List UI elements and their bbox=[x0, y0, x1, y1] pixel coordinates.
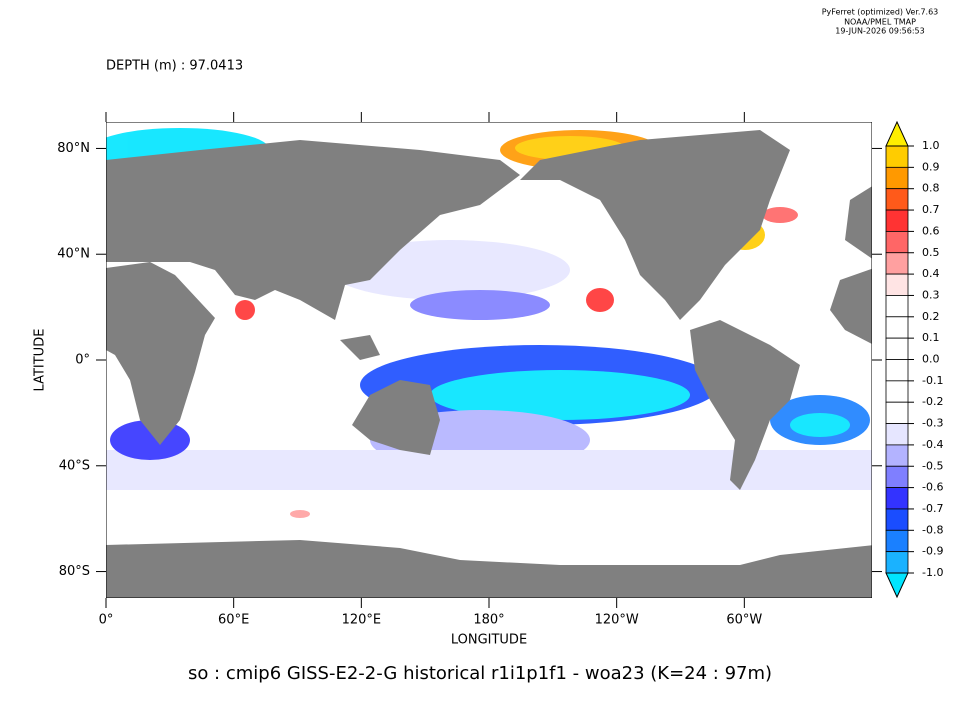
colorbar-label: 0.7 bbox=[922, 203, 940, 216]
timestamp: 19-JUN-2026 09:56:53 bbox=[835, 27, 924, 36]
y-tick-label: 80°N bbox=[57, 141, 90, 156]
colorbar-label: 0.6 bbox=[922, 224, 940, 237]
colorbar-label: 0.9 bbox=[922, 160, 940, 173]
y-tick-label: 0° bbox=[75, 353, 90, 368]
x-tick-label: 60°E bbox=[218, 613, 249, 628]
colorbar-label: 0.1 bbox=[922, 331, 940, 344]
colorbar-label: -0.7 bbox=[922, 502, 943, 515]
x-axis-label: LONGITUDE bbox=[451, 633, 527, 648]
colorbar-bin bbox=[885, 551, 909, 574]
colorbar-bin bbox=[885, 508, 909, 531]
y-axis-label: LATITUDE bbox=[33, 329, 48, 392]
colorbar-label: 0.8 bbox=[922, 182, 940, 195]
colorbar-bin bbox=[885, 337, 909, 360]
colorbar-bin bbox=[885, 145, 909, 168]
x-tick-label: 120°W bbox=[595, 613, 639, 628]
colorbar-label: -0.9 bbox=[922, 545, 943, 558]
program: PyFerret (optimized) Ver.7.63 bbox=[822, 8, 939, 17]
colorbar-bin bbox=[885, 423, 909, 446]
colorbar-bin bbox=[885, 487, 909, 510]
colorbar-label: -0.6 bbox=[922, 481, 943, 494]
colorbar-bin bbox=[885, 529, 909, 553]
colorbar-bin bbox=[885, 230, 909, 254]
x-tick-label: 60°W bbox=[726, 613, 762, 628]
colorbar-label: 0.2 bbox=[922, 310, 940, 323]
colorbar-under bbox=[885, 572, 909, 599]
colorbar-label: -0.8 bbox=[922, 523, 943, 536]
colorbar-label: 0.4 bbox=[922, 267, 940, 280]
colorbar-bin bbox=[885, 380, 909, 403]
colorbar-bin bbox=[885, 401, 909, 424]
x-tick-label: 0° bbox=[99, 613, 114, 628]
org: NOAA/PMEL TMAP bbox=[844, 18, 916, 27]
y-tick-label: 80°S bbox=[59, 564, 90, 579]
colorbar-label: 0.0 bbox=[922, 353, 940, 366]
colorbar-bin bbox=[885, 465, 909, 489]
x-tick-label: 120°E bbox=[342, 613, 382, 628]
colorbar-bin bbox=[885, 359, 909, 382]
x-tick-label: 180° bbox=[473, 613, 504, 628]
colorbar-bin bbox=[885, 166, 909, 190]
y-tick-label: 40°N bbox=[57, 247, 90, 262]
colorbar-label: -0.3 bbox=[922, 417, 943, 430]
colorbar-label: -1.0 bbox=[922, 566, 943, 579]
colorbar-label: -0.5 bbox=[922, 459, 943, 472]
colorbar-label: -0.4 bbox=[922, 438, 943, 451]
subtitle: DEPTH (m) : 97.0413 bbox=[106, 59, 243, 74]
colorbar-bin bbox=[885, 316, 909, 339]
colorbar-label: 1.0 bbox=[922, 139, 940, 152]
colorbar-label: -0.2 bbox=[922, 395, 943, 408]
colorbar-label: -0.1 bbox=[922, 374, 943, 387]
map bbox=[106, 122, 872, 598]
colorbar-bin bbox=[885, 209, 909, 232]
colorbar-label: 0.5 bbox=[922, 246, 940, 259]
colorbar-bin bbox=[885, 295, 909, 318]
colorbar-bin bbox=[885, 273, 909, 296]
colorbar-bin bbox=[885, 188, 909, 211]
chart-title: so : cmip6 GISS-E2-2-G historical r1i1p1… bbox=[188, 663, 772, 684]
colorbar-bin bbox=[885, 252, 909, 275]
colorbar-bin bbox=[885, 444, 909, 467]
colorbar-label: 0.3 bbox=[922, 288, 940, 301]
y-tick-label: 40°S bbox=[59, 458, 90, 473]
colorbar-over bbox=[885, 120, 909, 147]
